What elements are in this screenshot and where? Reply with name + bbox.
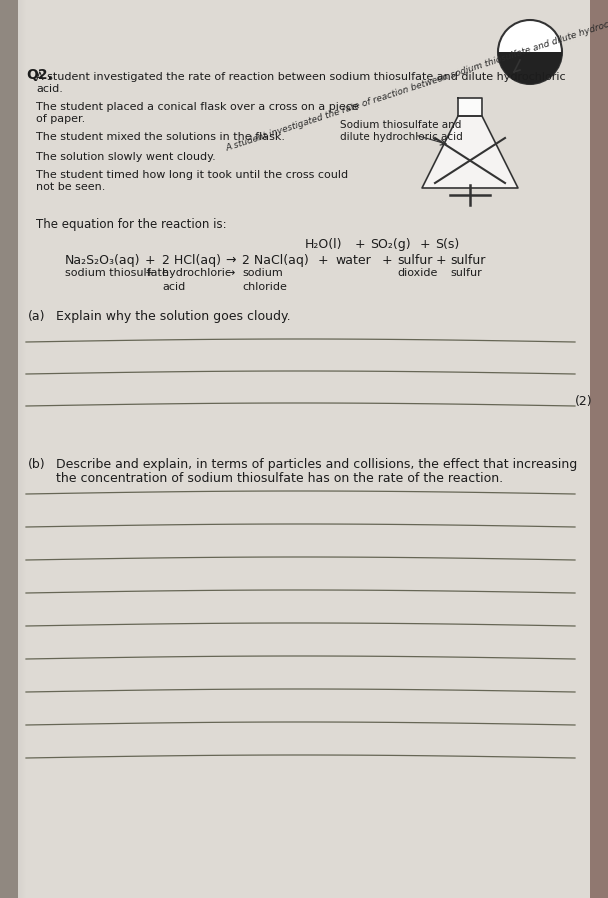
Text: +: + bbox=[145, 254, 156, 267]
Text: not be seen.: not be seen. bbox=[36, 182, 105, 192]
Text: S(s): S(s) bbox=[435, 238, 459, 251]
Bar bbox=[590, 0, 608, 898]
Bar bbox=[20, 0, 21, 898]
Text: Describe and explain, in terms of particles and collisions, the effect that incr: Describe and explain, in terms of partic… bbox=[56, 458, 577, 471]
Text: A student investigated the rate of reaction between sodium thiosulfate and dilut: A student investigated the rate of react… bbox=[36, 72, 565, 82]
Text: The student placed a conical flask over a cross on a piece: The student placed a conical flask over … bbox=[36, 102, 359, 112]
Text: 2 NaCl(aq): 2 NaCl(aq) bbox=[242, 254, 309, 267]
Text: Sodium thiosulfate and: Sodium thiosulfate and bbox=[340, 120, 461, 130]
Text: The solution slowly went cloudy.: The solution slowly went cloudy. bbox=[36, 152, 216, 162]
Text: (a): (a) bbox=[28, 310, 46, 323]
Text: sodium thiosulfate: sodium thiosulfate bbox=[65, 268, 169, 278]
Polygon shape bbox=[458, 98, 482, 116]
Text: sulfur: sulfur bbox=[397, 254, 432, 267]
Text: dioxide: dioxide bbox=[397, 268, 437, 278]
Text: hydrochloric: hydrochloric bbox=[162, 268, 231, 278]
Text: of paper.: of paper. bbox=[36, 114, 85, 124]
Bar bbox=[25, 0, 26, 898]
Text: sodium: sodium bbox=[242, 268, 283, 278]
Bar bbox=[0, 0, 18, 898]
Text: +: + bbox=[318, 254, 329, 267]
Text: (b): (b) bbox=[28, 458, 46, 471]
Text: A student investigated the rate of reaction between sodium thiosulfate and dilut: A student investigated the rate of react… bbox=[225, 12, 608, 153]
Polygon shape bbox=[422, 116, 518, 188]
Text: water: water bbox=[335, 254, 371, 267]
Text: H₂O(l): H₂O(l) bbox=[305, 238, 342, 251]
Text: acid: acid bbox=[162, 282, 185, 292]
Text: Q2.: Q2. bbox=[26, 68, 53, 82]
Bar bbox=[18, 0, 19, 898]
Text: sulfur: sulfur bbox=[450, 268, 482, 278]
Text: +: + bbox=[145, 268, 154, 278]
Bar bbox=[22, 0, 23, 898]
Text: dilute hydrochloric acid: dilute hydrochloric acid bbox=[340, 132, 463, 142]
Text: →: → bbox=[225, 268, 234, 278]
Text: +: + bbox=[355, 238, 365, 251]
Bar bbox=[21, 0, 22, 898]
Text: 2 HCl(aq): 2 HCl(aq) bbox=[162, 254, 221, 267]
Text: +: + bbox=[420, 238, 430, 251]
Bar bbox=[24, 0, 25, 898]
Text: Na₂S₂O₃(aq): Na₂S₂O₃(aq) bbox=[65, 254, 140, 267]
Circle shape bbox=[498, 20, 562, 84]
Text: chloride: chloride bbox=[242, 282, 287, 292]
Text: the concentration of sodium thiosulfate has on the rate of the reaction.: the concentration of sodium thiosulfate … bbox=[56, 472, 503, 485]
Text: The student mixed the solutions in the flask.: The student mixed the solutions in the f… bbox=[36, 132, 285, 142]
Bar bbox=[23, 0, 24, 898]
Text: +: + bbox=[436, 254, 447, 267]
Text: The student timed how long it took until the cross could: The student timed how long it took until… bbox=[36, 170, 348, 180]
Text: →: → bbox=[225, 254, 235, 267]
Text: The equation for the reaction is:: The equation for the reaction is: bbox=[36, 218, 227, 231]
Wedge shape bbox=[498, 52, 562, 84]
Text: (2): (2) bbox=[575, 395, 592, 408]
Text: +: + bbox=[382, 254, 393, 267]
Text: sulfur: sulfur bbox=[450, 254, 485, 267]
Bar bbox=[19, 0, 20, 898]
Text: SO₂(g): SO₂(g) bbox=[370, 238, 410, 251]
Text: Explain why the solution goes cloudy.: Explain why the solution goes cloudy. bbox=[56, 310, 291, 323]
Text: acid.: acid. bbox=[36, 84, 63, 94]
